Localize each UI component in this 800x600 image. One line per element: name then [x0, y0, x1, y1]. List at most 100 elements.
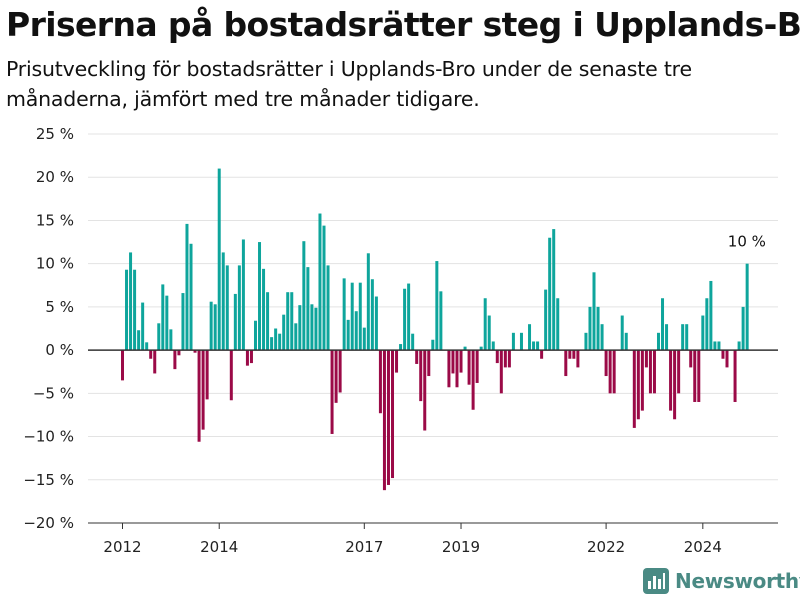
bar	[217, 168, 221, 351]
bar	[669, 350, 673, 411]
bar	[503, 350, 507, 368]
bar	[693, 350, 697, 402]
bar	[733, 350, 737, 402]
bar	[374, 296, 378, 351]
bar	[540, 350, 544, 359]
bar	[681, 324, 685, 351]
bar	[499, 350, 503, 394]
bar	[213, 304, 217, 351]
bar	[495, 350, 499, 364]
bar	[519, 332, 523, 351]
bar	[455, 350, 459, 388]
bar	[697, 350, 701, 402]
bar	[350, 282, 354, 351]
bar	[225, 265, 229, 351]
bar	[370, 279, 374, 351]
bar	[382, 350, 386, 491]
bar	[237, 265, 241, 351]
bar	[528, 324, 532, 351]
bar	[632, 350, 636, 428]
bar	[141, 302, 145, 351]
y-tick-label: 20 %	[36, 168, 74, 186]
bar	[286, 292, 290, 351]
bar	[338, 350, 342, 393]
bar	[121, 350, 124, 381]
bar	[145, 342, 149, 351]
brand-name: Newsworthy	[675, 569, 800, 593]
x-tick-label: 2024	[684, 538, 722, 556]
bar	[745, 263, 749, 351]
bar	[411, 333, 415, 351]
bar	[725, 350, 729, 368]
bar	[656, 332, 660, 351]
bar	[689, 350, 693, 368]
bar	[467, 350, 471, 385]
bar	[741, 306, 745, 351]
bar	[536, 341, 540, 351]
bar	[161, 284, 165, 351]
bar	[661, 298, 665, 351]
bar	[568, 350, 572, 359]
chart-title: Priserna på bostadsrätter steg i Uppland…	[6, 5, 800, 44]
bar	[447, 350, 451, 388]
bar	[705, 298, 709, 351]
bar	[463, 346, 467, 351]
bar	[620, 315, 624, 351]
x-tick-label: 2022	[587, 538, 625, 556]
bar	[233, 293, 237, 351]
bar	[205, 350, 209, 400]
bar	[391, 350, 395, 479]
bar	[588, 306, 592, 351]
bar	[685, 324, 689, 351]
y-axis-ticks: 25 % 20 % 15 % 10 % 5 % 0 % −5 % −10 % −15 % −20 …	[23, 125, 74, 532]
bar	[532, 341, 536, 351]
bar	[475, 350, 479, 383]
bar	[640, 350, 644, 411]
bar	[189, 243, 193, 351]
bar	[604, 350, 608, 377]
bar	[709, 280, 713, 351]
bar	[556, 298, 560, 351]
bar	[185, 223, 189, 351]
bar	[181, 293, 185, 351]
bar	[600, 324, 604, 351]
bar	[366, 253, 370, 351]
y-tick-label: −5 %	[33, 384, 74, 402]
bar	[298, 305, 302, 351]
bar	[673, 350, 677, 420]
y-tick-label: 0 %	[45, 341, 74, 359]
bar	[322, 225, 326, 351]
bar	[249, 350, 253, 364]
bar	[403, 288, 407, 351]
bar	[266, 292, 270, 351]
bar	[302, 241, 306, 351]
bar	[677, 350, 681, 394]
bar	[354, 311, 358, 351]
y-tick-label: 10 %	[36, 255, 74, 273]
bar	[326, 265, 330, 351]
bar	[592, 272, 596, 351]
bar	[596, 306, 600, 351]
bar	[282, 314, 286, 351]
bar	[245, 350, 249, 366]
bar	[608, 350, 612, 394]
bar	[648, 350, 652, 394]
bar	[544, 289, 548, 351]
bar	[241, 239, 245, 351]
bar	[395, 350, 399, 373]
bar	[197, 350, 201, 442]
bar	[378, 350, 382, 414]
y-tick-label: 5 %	[45, 298, 74, 316]
bar	[584, 332, 588, 351]
bar	[334, 350, 338, 403]
bar	[262, 268, 266, 351]
bar	[459, 350, 463, 373]
bar	[129, 252, 133, 351]
bar	[149, 350, 153, 359]
bar	[423, 350, 427, 431]
bar	[507, 350, 511, 368]
bar	[318, 213, 322, 351]
bar	[125, 269, 129, 351]
bar	[721, 350, 725, 359]
